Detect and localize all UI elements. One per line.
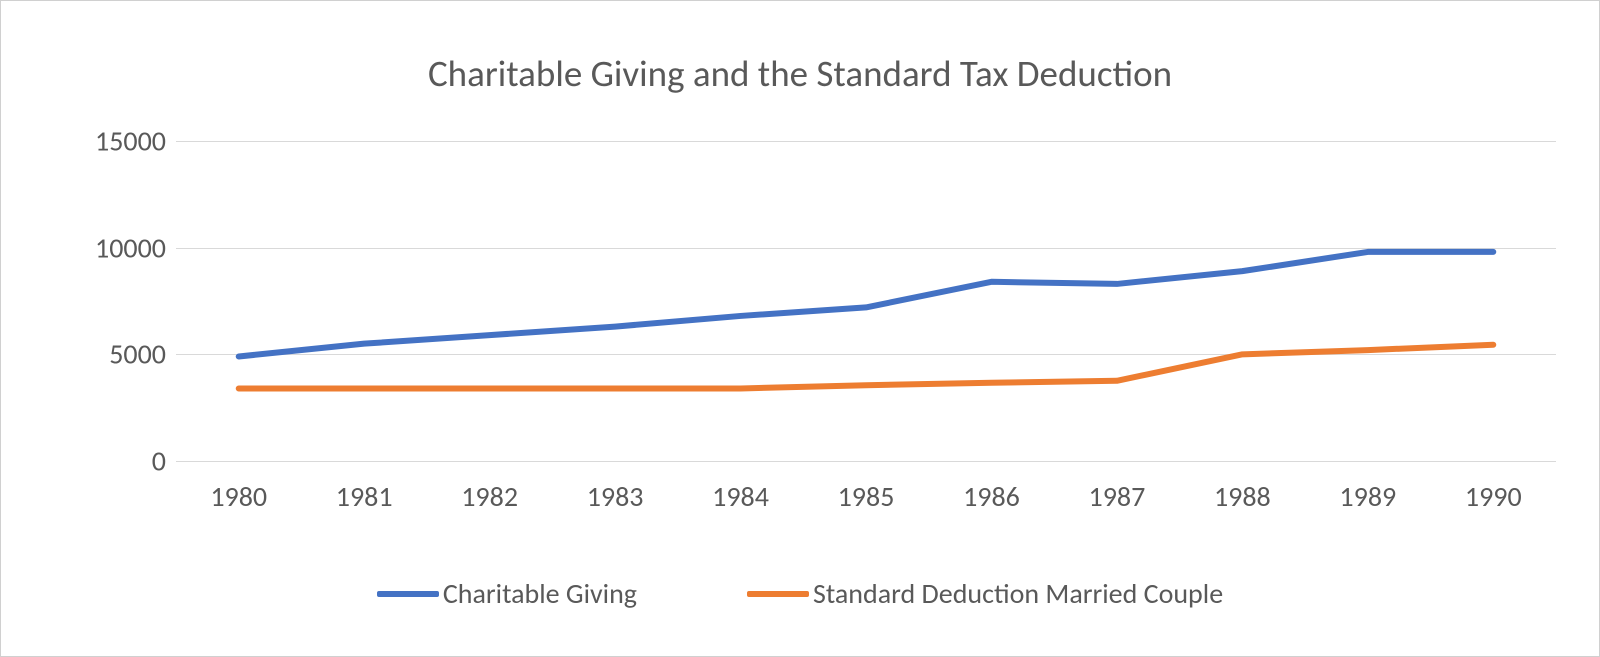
- legend-swatch: [377, 591, 439, 597]
- x-tick-label: 1980: [210, 479, 267, 514]
- y-tick-label: 10000: [56, 230, 166, 265]
- chart-lines-svg: [176, 141, 1556, 461]
- legend-swatch: [747, 591, 809, 597]
- x-tick-label: 1988: [1214, 479, 1271, 514]
- gridline: [176, 461, 1556, 462]
- y-tick-label: 5000: [56, 337, 166, 372]
- x-tick-label: 1984: [712, 479, 769, 514]
- x-tick-label: 1982: [461, 479, 518, 514]
- x-tick-label: 1989: [1339, 479, 1396, 514]
- x-tick-label: 1987: [1089, 479, 1146, 514]
- legend-item: Charitable Giving: [377, 576, 637, 611]
- x-tick-label: 1986: [963, 479, 1020, 514]
- x-tick-label: 1990: [1465, 479, 1522, 514]
- y-axis: 050001000015000: [56, 141, 166, 461]
- legend-label: Standard Deduction Married Couple: [813, 576, 1223, 611]
- x-tick-label: 1983: [587, 479, 644, 514]
- plot-area: [176, 141, 1556, 461]
- y-tick-label: 15000: [56, 124, 166, 159]
- chart-title: Charitable Giving and the Standard Tax D…: [1, 51, 1599, 96]
- y-tick-label: 0: [56, 444, 166, 479]
- x-axis: 1980 1981 1982 1983 1984 1985 1986 1987 1988 1989…: [176, 471, 1556, 511]
- series-line: [239, 252, 1494, 357]
- x-tick-label: 1981: [336, 479, 393, 514]
- x-tick-label: 1985: [838, 479, 895, 514]
- legend-item: Standard Deduction Married Couple: [747, 576, 1223, 611]
- legend: Charitable Giving Standard Deduction Marr…: [1, 576, 1599, 611]
- legend-label: Charitable Giving: [443, 576, 637, 611]
- series-line: [239, 345, 1494, 389]
- chart-container: Charitable Giving and the Standard Tax D…: [0, 0, 1600, 657]
